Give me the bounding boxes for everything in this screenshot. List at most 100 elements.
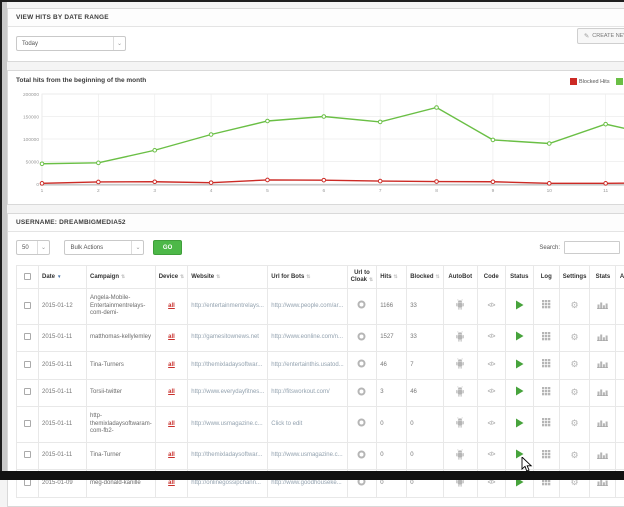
sort-desc-icon[interactable]: ▼ (57, 274, 61, 279)
device-link[interactable]: all (168, 480, 175, 486)
website-cell[interactable]: http://entertainmentrelays... (188, 289, 268, 325)
log-grid-icon[interactable] (542, 300, 551, 309)
column-header-stats[interactable]: Stats (590, 266, 616, 289)
settings-cell[interactable]: ⚙ (559, 352, 590, 380)
row-checkbox[interactable] (24, 451, 31, 458)
log-cell[interactable] (533, 442, 559, 470)
settings-cell[interactable]: ⚙ (559, 407, 590, 443)
autobot-cell[interactable] (443, 379, 477, 407)
sort-both-icon[interactable]: ⇅ (180, 274, 184, 280)
stats-cell[interactable] (590, 289, 616, 325)
android-robot-icon[interactable] (455, 449, 465, 460)
status-play-icon[interactable] (515, 418, 524, 428)
log-cell[interactable] (533, 324, 559, 352)
sort-both-icon[interactable]: ⇅ (121, 274, 125, 280)
code-cell[interactable]: </> (477, 352, 505, 380)
column-header-url-to-cloak[interactable]: Url to Cloak⇅ (347, 266, 377, 289)
status-play-icon[interactable] (515, 359, 524, 369)
row-checkbox[interactable] (24, 479, 31, 486)
url-to-cloak-cell[interactable] (347, 289, 377, 325)
autobot-cell[interactable] (443, 407, 477, 443)
website-cell[interactable]: http://www.everydayfitnes... (188, 379, 268, 407)
sort-both-icon[interactable]: ⇅ (306, 274, 310, 280)
autobot-cell[interactable] (443, 324, 477, 352)
status-cell[interactable] (505, 289, 533, 325)
settings-gear-icon[interactable]: ⚙ (571, 301, 579, 310)
url-to-cloak-cell[interactable] (347, 379, 377, 407)
url-to-cloak-cell[interactable] (347, 442, 377, 470)
search-input[interactable] (564, 241, 620, 254)
stats-cell[interactable] (590, 379, 616, 407)
status-cell[interactable] (505, 379, 533, 407)
code-cell[interactable]: </> (477, 407, 505, 443)
column-header-code[interactable]: Code (477, 266, 505, 289)
status-cell[interactable] (505, 324, 533, 352)
column-header-date[interactable]: Date▼ (39, 266, 87, 289)
stats-chart-icon[interactable] (597, 332, 608, 341)
url-for-bots-cell[interactable]: http://www.usmagazine.c... (268, 442, 347, 470)
url-to-cloak-cell[interactable] (347, 407, 377, 443)
archive-cell[interactable] (616, 407, 624, 443)
stats-chart-icon[interactable] (597, 300, 608, 309)
sort-both-icon[interactable]: ⇅ (369, 277, 373, 283)
cloak-icon[interactable] (357, 332, 366, 341)
device-cell[interactable]: all (155, 352, 188, 380)
url-for-bots-cell[interactable]: http://entertainthis.usatod... (268, 352, 347, 380)
device-cell[interactable]: all (155, 442, 188, 470)
stats-chart-icon[interactable] (597, 450, 608, 459)
device-link[interactable]: all (168, 362, 175, 368)
cloak-icon[interactable] (357, 300, 366, 309)
status-cell[interactable] (505, 352, 533, 380)
autobot-cell[interactable] (443, 352, 477, 380)
log-cell[interactable] (533, 407, 559, 443)
status-play-icon[interactable] (515, 386, 524, 396)
column-header-hits[interactable]: Hits⇅ (377, 266, 407, 289)
stats-chart-icon[interactable] (597, 387, 608, 396)
stats-cell[interactable] (590, 352, 616, 380)
website-cell[interactable]: http://themixladaysoftwar... (188, 352, 268, 380)
sort-both-icon[interactable]: ⇅ (394, 274, 398, 280)
device-link[interactable]: all (168, 389, 175, 395)
code-cell[interactable]: </> (477, 442, 505, 470)
archive-cell[interactable] (616, 442, 624, 470)
archive-cell[interactable] (616, 289, 624, 325)
settings-gear-icon[interactable]: ⚙ (571, 388, 579, 397)
status-cell[interactable] (505, 407, 533, 443)
url-to-cloak-cell[interactable] (347, 352, 377, 380)
device-link[interactable]: all (168, 303, 175, 309)
row-checkbox[interactable] (24, 302, 31, 309)
column-header-status[interactable]: Status (505, 266, 533, 289)
device-cell[interactable]: all (155, 324, 188, 352)
url-for-bots-cell[interactable]: http://www.people.com/ar... (268, 289, 347, 325)
android-robot-icon[interactable] (455, 299, 465, 310)
column-header-archive[interactable]: Archive (616, 266, 624, 289)
settings-gear-icon[interactable]: ⚙ (571, 451, 579, 460)
url-to-cloak-cell[interactable] (347, 324, 377, 352)
page-size-select[interactable]: 50 ⌄ (16, 240, 50, 255)
autobot-cell[interactable] (443, 289, 477, 325)
stats-chart-icon[interactable] (597, 418, 608, 427)
device-cell[interactable]: all (155, 407, 188, 443)
log-cell[interactable] (533, 352, 559, 380)
row-checkbox[interactable] (24, 388, 31, 395)
code-cell[interactable]: </> (477, 379, 505, 407)
cloak-icon[interactable] (357, 387, 366, 396)
settings-cell[interactable]: ⚙ (559, 324, 590, 352)
settings-gear-icon[interactable]: ⚙ (571, 333, 579, 342)
go-button[interactable]: GO (153, 240, 182, 255)
column-header-device[interactable]: Device⇅ (155, 266, 188, 289)
bulk-actions-select[interactable]: Bulk Actions ⌄ (64, 240, 144, 255)
log-grid-icon[interactable] (542, 418, 551, 427)
stats-cell[interactable] (590, 407, 616, 443)
sort-both-icon[interactable]: ⇅ (216, 274, 220, 280)
settings-cell[interactable]: ⚙ (559, 442, 590, 470)
archive-cell[interactable] (616, 352, 624, 380)
log-grid-icon[interactable] (542, 450, 551, 459)
code-cell[interactable]: </> (477, 324, 505, 352)
log-cell[interactable] (533, 289, 559, 325)
url-for-bots-cell[interactable]: http://www.eonline.com/n... (268, 324, 347, 352)
device-cell[interactable]: all (155, 289, 188, 325)
cloak-icon[interactable] (357, 359, 366, 368)
column-header-settings[interactable]: Settings (559, 266, 590, 289)
url-for-bots-cell[interactable]: Click to edit (268, 407, 347, 443)
